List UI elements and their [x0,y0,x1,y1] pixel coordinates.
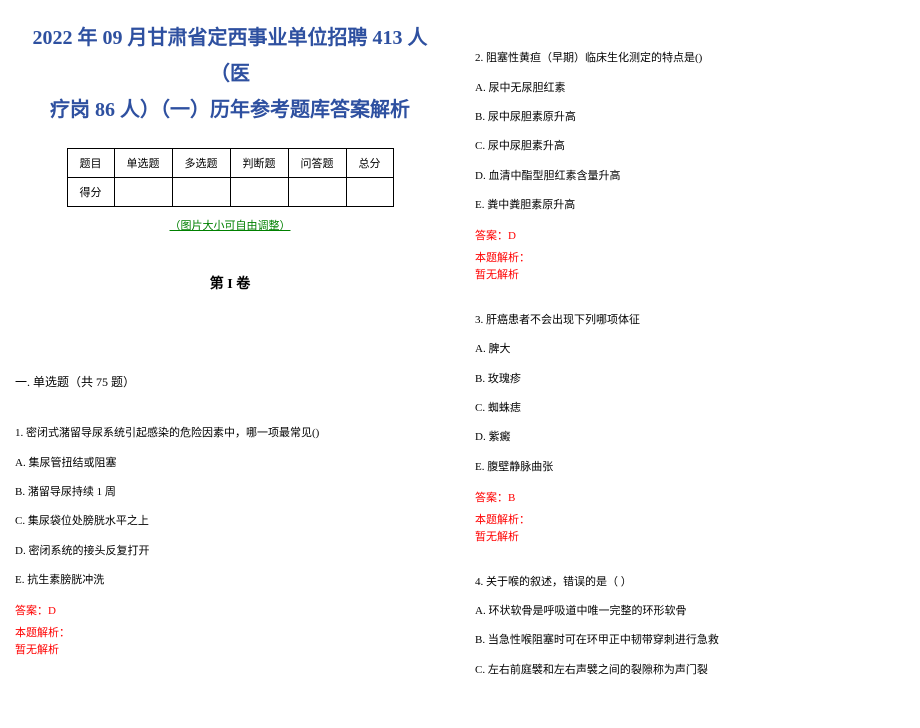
td-empty [288,178,346,207]
q1-opt-e: E. 抗生素膀胱冲洗 [15,573,445,588]
q1-opt-d: D. 密闭系统的接头反复打开 [15,544,445,559]
th-judge: 判断题 [230,149,288,178]
q1-opt-b: B. 潴留导尿持续 1 周 [15,485,445,500]
td-empty [346,178,393,207]
th-multi: 多选题 [172,149,230,178]
q3-answer: 答案：B [475,489,905,505]
q2-opt-b: B. 尿中尿胆素原升高 [475,110,905,125]
q1-analysis-label: 本题解析： [15,626,445,640]
td-empty [114,178,172,207]
title-line2: 疗岗 86 人）（一）历年参考题库答案解析 [15,92,445,128]
q1-answer: 答案：D [15,602,445,618]
th-single: 单选题 [114,149,172,178]
resize-note: （图片大小可自由调整） [15,217,445,233]
q2-opt-d: D. 血清中酯型胆红素含量升高 [475,169,905,184]
q2-opt-a: A. 尿中无尿胆红素 [475,81,905,96]
q4-opt-a: A. 环状软骨是呼吸道中唯一完整的环形软骨 [475,604,905,619]
q3-opt-c: C. 蜘蛛痣 [475,401,905,416]
q3-analysis-label: 本题解析： [475,513,905,527]
title-line1: 2022 年 09 月甘肃省定西事业单位招聘 413 人（医 [15,20,445,92]
question-2: 2. 阻塞性黄疸（早期）临床生化测定的特点是() A. 尿中无尿胆红素 B. 尿… [475,50,905,282]
q3-analysis: 暂无解析 [475,528,905,544]
q1-opt-a: A. 集尿管扭结或阻塞 [15,456,445,471]
th-item: 题目 [67,149,114,178]
q3-opt-a: A. 脾大 [475,342,905,357]
q2-answer: 答案：D [475,227,905,243]
q2-opt-c: C. 尿中尿胆素升高 [475,139,905,154]
q1-stem: 1. 密闭式潴留导尿系统引起感染的危险因素中，哪一项最常见() [15,425,445,442]
q2-stem: 2. 阻塞性黄疸（早期）临床生化测定的特点是() [475,50,905,67]
q4-opt-b: B. 当急性喉阻塞时可在环甲正中韧带穿刺进行急救 [475,633,905,648]
section-single-choice: 一. 单选题（共 75 题） [15,373,445,390]
q1-opt-c: C. 集尿袋位处膀胱水平之上 [15,514,445,529]
th-total: 总分 [346,149,393,178]
td-empty [230,178,288,207]
td-empty [172,178,230,207]
q2-opt-e: E. 粪中粪胆素原升高 [475,198,905,213]
q3-opt-e: E. 腹壁静脉曲张 [475,460,905,475]
question-3: 3. 肝癌患者不会出现下列哪项体征 A. 脾大 B. 玫瑰疹 C. 蜘蛛痣 D.… [475,312,905,544]
question-4: 4. 关于喉的叙述，错误的是（ ） A. 环状软骨是呼吸道中唯一完整的环形软骨 … [475,574,905,679]
q3-opt-d: D. 紫癜 [475,430,905,445]
volume-header: 第 I 卷 [15,273,445,293]
q1-analysis: 暂无解析 [15,641,445,657]
q3-stem: 3. 肝癌患者不会出现下列哪项体征 [475,312,905,329]
question-1: 1. 密闭式潴留导尿系统引起感染的危险因素中，哪一项最常见() A. 集尿管扭结… [15,425,445,657]
score-table: 题目 单选题 多选题 判断题 问答题 总分 得分 [67,148,394,207]
q4-opt-c: C. 左右前庭襞和左右声襞之间的裂隙称为声门裂 [475,663,905,678]
td-score-label: 得分 [67,178,114,207]
th-qa: 问答题 [288,149,346,178]
q2-analysis: 暂无解析 [475,266,905,282]
q3-opt-b: B. 玫瑰疹 [475,372,905,387]
q2-analysis-label: 本题解析： [475,251,905,265]
q4-stem: 4. 关于喉的叙述，错误的是（ ） [475,574,905,591]
